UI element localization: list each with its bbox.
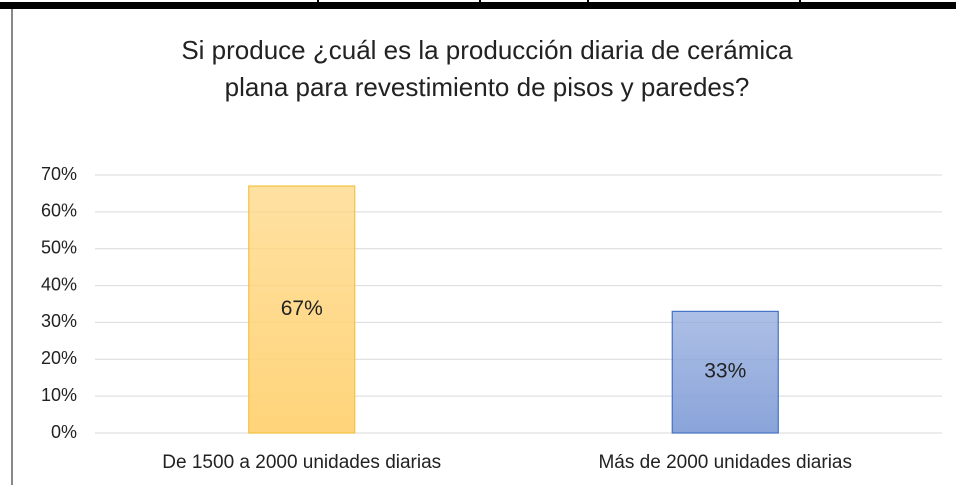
y-tick-label: 10% bbox=[41, 385, 77, 405]
y-tick-label: 50% bbox=[41, 237, 77, 257]
data-label: 67% bbox=[281, 297, 323, 320]
y-tick-label: 60% bbox=[41, 201, 77, 221]
data-label: 33% bbox=[704, 360, 746, 383]
x-tick-label: Más de 2000 unidades diarias bbox=[598, 452, 852, 473]
x-tick-label: De 1500 a 2000 unidades diarias bbox=[162, 452, 441, 473]
y-tick-label: 30% bbox=[41, 311, 77, 331]
chart-title: Si produce ¿cuál es la producción diaria… bbox=[181, 35, 793, 102]
bar bbox=[671, 310, 779, 434]
bar bbox=[248, 185, 356, 434]
y-tick-label: 40% bbox=[41, 274, 77, 294]
table-cell-borders bbox=[317, 0, 801, 9]
y-tick-label: 0% bbox=[51, 422, 77, 442]
y-tick-label: 20% bbox=[41, 348, 77, 368]
table-border bbox=[0, 2, 956, 9]
y-tick-label: 70% bbox=[41, 164, 77, 184]
